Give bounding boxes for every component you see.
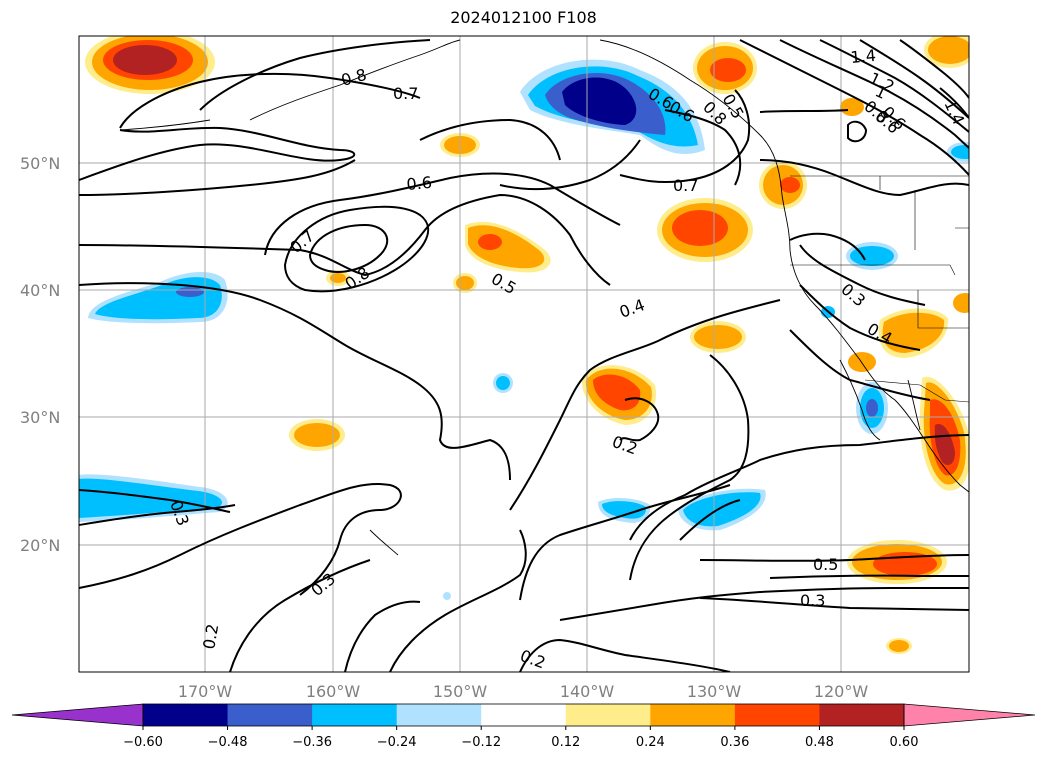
lat-label: 50°N [20,154,60,173]
contour-label: 0.3 [800,591,825,610]
colorbar: −0.60 −0.48 −0.36 −0.24 −0.12 0.12 0.24 0.36 0.4… [11,703,1036,750]
lon-label: 160°W [306,682,361,701]
lon-label: 150°W [433,682,488,701]
map-frame [78,35,970,673]
colorbar-cell [734,704,820,726]
lon-label: 130°W [687,682,742,701]
colorbar-tick-label: 0.60 [890,735,919,750]
colorbar-tick-label: 0.24 [636,735,665,750]
colorbar-cell [396,704,482,726]
contour-label: 0.2 [199,622,222,650]
lon-label: 170°W [178,682,233,701]
colorbar-tick-label: −0.12 [461,735,501,750]
colorbar-cell [481,704,567,726]
contour-label: 0.5 [813,555,838,574]
borders [790,175,969,403]
colorbar-tick-label: 0.36 [720,735,749,750]
colorbar-tick-label: −0.36 [292,735,332,750]
shaded-anomalies [79,36,969,654]
colorbar-tick-label: 0.48 [805,735,834,750]
colorbar-extend-low [12,704,143,726]
contour-label: 1.4 [850,46,877,67]
colorbar-cell [143,704,229,726]
colorbar-cell [312,704,398,726]
colorbar-tick-label: 0.12 [551,735,580,750]
colorbar-cell [565,704,651,726]
colorbar-tick-label: −0.48 [208,735,248,750]
contour-label: 0.7 [673,176,698,195]
lon-label: 140°W [560,682,615,701]
colorbar-cell [650,704,736,726]
latitude-labels: 50°N 40°N 30°N 20°N [20,154,60,555]
contour-label: 0.6 [406,173,433,194]
colorbar-cell [819,704,905,726]
colorbar-tick-label: −0.24 [377,735,417,750]
map-title: 2024012100 F108 [450,8,597,27]
lat-label: 30°N [20,408,60,427]
colorbar-tick-label: −0.60 [123,735,163,750]
colorbar-extend-high [904,704,1035,726]
lat-label: 40°N [20,281,60,300]
contour-label: 0.7 [393,84,418,103]
lat-label: 20°N [20,536,60,555]
contour-lines [79,39,969,672]
lon-label: 120°W [814,682,869,701]
colorbar-cell [227,704,313,726]
longitude-labels: 170°W 160°W 150°W 140°W 130°W 120°W [178,682,869,701]
